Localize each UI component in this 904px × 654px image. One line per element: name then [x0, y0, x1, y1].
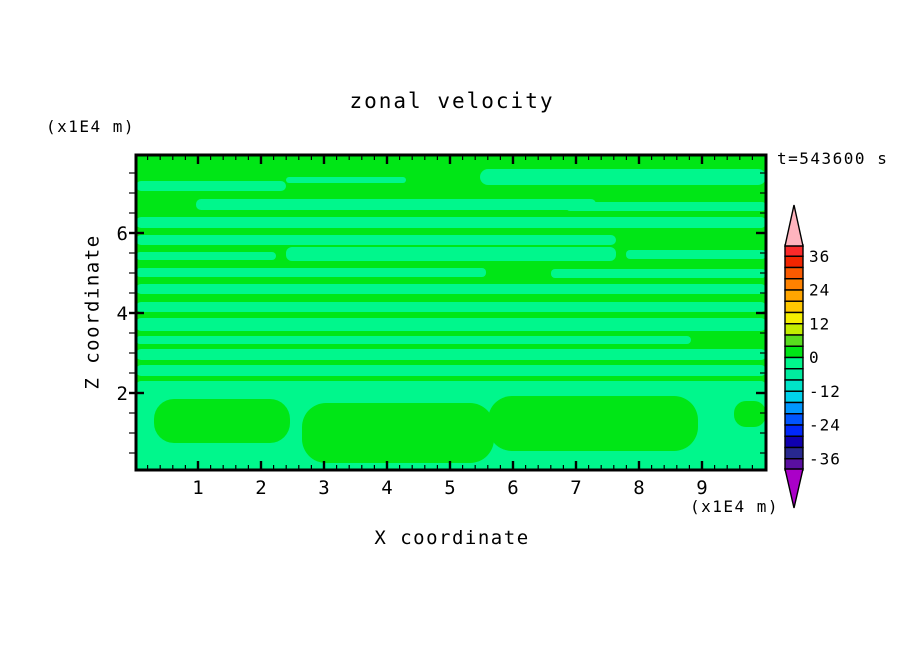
z-axis-unit-label: (x1E4 m) — [46, 117, 136, 136]
contour-band-mint — [136, 217, 766, 228]
x-tick-label: 7 — [570, 477, 581, 499]
chart-title: zonal velocity — [349, 89, 555, 113]
x-tick-label: 3 — [318, 477, 329, 499]
colorbar-label: -24 — [809, 416, 841, 435]
x-tick-label: 9 — [696, 477, 707, 499]
colorbar-segment — [784, 390, 804, 404]
colorbar-segment — [784, 379, 804, 392]
colorbar-segment — [784, 413, 804, 426]
x-tick-label: 1 — [192, 477, 203, 499]
colorbar-segment — [784, 446, 804, 460]
colorbar-label: 12 — [809, 314, 830, 333]
colorbar-segment — [784, 356, 804, 370]
contour-band-mint — [286, 247, 616, 261]
colorbar-segment — [784, 289, 804, 302]
colorbar-over-arrow — [784, 204, 804, 247]
colorbar-segment — [784, 424, 804, 437]
contour-band-mint — [136, 252, 276, 260]
timestamp-label: t=543600 s — [777, 149, 889, 168]
colorbar-segment — [784, 368, 804, 381]
contour-band-mint — [566, 202, 766, 211]
plot-field — [136, 155, 766, 470]
z-tick-label: 4 — [117, 303, 128, 325]
colorbar-label: 24 — [809, 281, 830, 300]
x-tick-label: 2 — [255, 477, 266, 499]
colorbar-segment — [784, 266, 804, 280]
contour-band-mint — [480, 169, 766, 185]
colorbar-under-arrow — [784, 468, 804, 509]
contour-band-mint — [286, 177, 406, 183]
contour-band-mint — [136, 181, 286, 191]
colorbar-segment — [784, 300, 804, 314]
contour-patch-green — [488, 396, 698, 451]
colorbar-label: 0 — [809, 348, 820, 367]
contour-band-mint — [136, 284, 766, 294]
x-tick-label: 4 — [381, 477, 392, 499]
colorbar-segment — [784, 323, 804, 336]
contour-band-mint — [626, 250, 766, 259]
contour-patch-green — [154, 399, 290, 443]
colorbar-segment — [784, 435, 804, 449]
contour-band-mint — [196, 199, 596, 210]
colorbar-segment — [784, 334, 804, 347]
x-axis-title: X coordinate — [374, 527, 530, 549]
colorbar-segment — [784, 255, 804, 269]
colorbar-segment — [784, 401, 804, 415]
z-tick-label: 2 — [117, 383, 128, 405]
colorbar-segment — [784, 278, 804, 291]
contour-band-mint — [136, 381, 766, 395]
contour-band-mint — [136, 336, 691, 344]
contour-band-mint — [551, 269, 766, 278]
x-axis-unit-label: (x1E4 m) — [689, 497, 779, 516]
contour-band-mint — [136, 302, 766, 312]
colorbar-label: 36 — [809, 247, 830, 266]
contour-band-mint — [136, 235, 616, 245]
contour-band-mint — [136, 268, 486, 277]
x-tick-label: 6 — [507, 477, 518, 499]
z-tick-label: 6 — [117, 223, 128, 245]
colorbar-label: -36 — [809, 449, 841, 468]
colorbar-segment — [784, 311, 804, 325]
colorbar-label: -12 — [809, 382, 841, 401]
contour-patch-green — [734, 401, 766, 427]
x-tick-label: 5 — [444, 477, 455, 499]
contour-patch-green — [302, 403, 494, 463]
colorbar-segment — [784, 345, 804, 359]
contour-band-mint — [136, 318, 766, 331]
contour-band-mint — [136, 365, 766, 376]
x-tick-label: 8 — [633, 477, 644, 499]
contour-band-mint — [136, 349, 766, 360]
